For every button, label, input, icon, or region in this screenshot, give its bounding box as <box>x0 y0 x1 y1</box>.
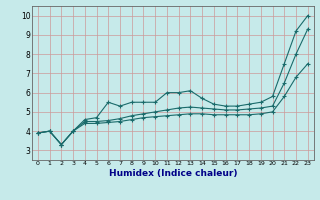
X-axis label: Humidex (Indice chaleur): Humidex (Indice chaleur) <box>108 169 237 178</box>
